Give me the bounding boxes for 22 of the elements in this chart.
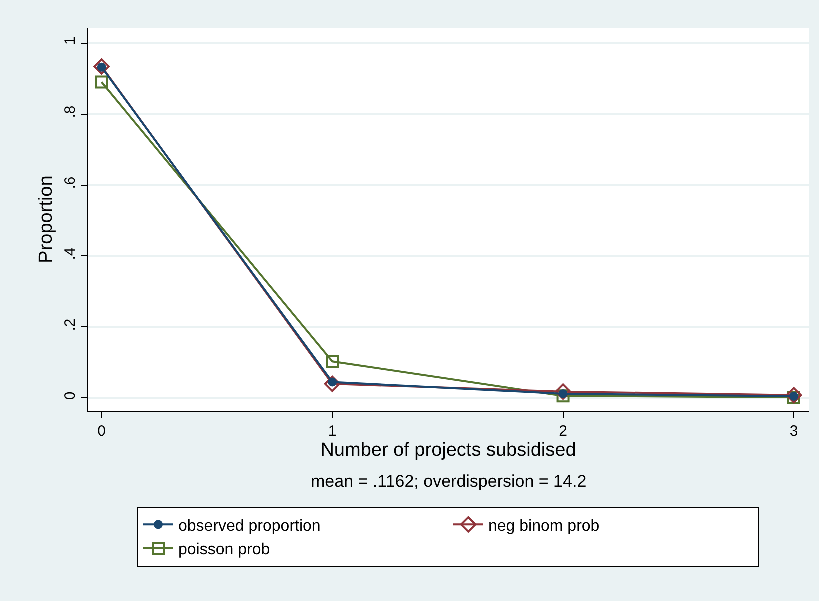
- point: [326, 355, 340, 368]
- x-axis-title: Number of projects subsidised: [320, 440, 576, 461]
- y-tick-label: .6: [62, 176, 79, 190]
- legend-label: neg binom prob: [488, 518, 600, 535]
- x-tick-label: 3: [790, 423, 798, 440]
- point: [786, 387, 802, 404]
- x-tick-label: 0: [98, 423, 106, 440]
- y-tick-label: 0: [62, 392, 79, 400]
- point: [555, 384, 572, 400]
- y-tick-label: 1: [62, 36, 79, 46]
- y-tick-label: .8: [62, 106, 79, 118]
- legend-label: poisson prob: [178, 542, 270, 559]
- point: [94, 58, 110, 75]
- point: [324, 376, 341, 392]
- y-tick-label: .2: [62, 318, 79, 332]
- point: [95, 76, 108, 89]
- x-tick-label: 1: [328, 423, 337, 440]
- legend-label: observed proportion: [178, 518, 321, 535]
- text: mean = .1162; overdispersion = 14.2: [311, 472, 587, 491]
- y-tick-label: .4: [62, 248, 79, 260]
- y-axis-title: Proportion: [36, 176, 57, 264]
- x-tick-label: 2: [559, 423, 568, 440]
